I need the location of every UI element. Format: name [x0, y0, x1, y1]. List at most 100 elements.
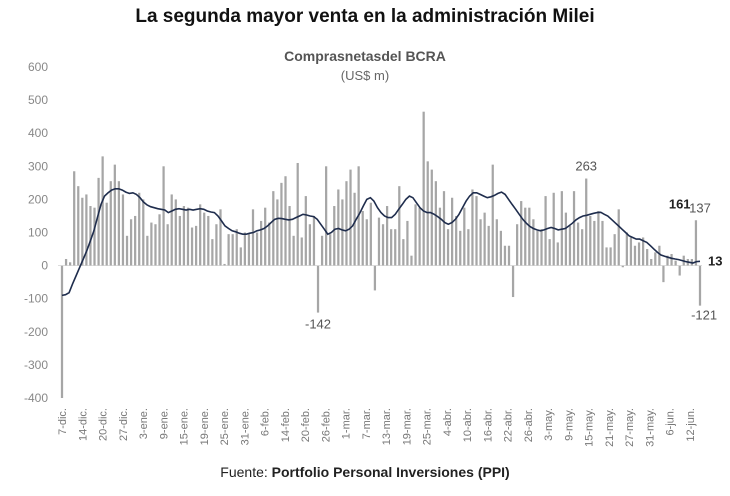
y-tick-label: 400 — [28, 126, 48, 140]
bar — [548, 239, 551, 266]
x-axis: 7-dic. 14-dic. 20-dic. 27-dic. 3-ene. 9-ene. 1… — [57, 408, 697, 447]
bar — [93, 207, 96, 266]
bar — [398, 186, 401, 266]
bar — [507, 245, 511, 266]
bar — [658, 245, 661, 266]
x-tick-label: 31-may. — [644, 408, 656, 447]
bar — [418, 207, 421, 266]
bar — [601, 220, 604, 266]
bar — [223, 263, 226, 266]
bar — [572, 191, 576, 266]
x-tick-label: 26-abr. — [523, 408, 535, 442]
x-tick-label: 10-abr. — [462, 408, 474, 442]
data-label: 13 — [708, 253, 722, 268]
bar — [280, 182, 283, 266]
bar — [434, 181, 437, 266]
bar — [341, 199, 344, 266]
x-tick-label: 19-mar. — [401, 408, 413, 445]
bar — [268, 222, 271, 266]
bar — [337, 189, 340, 266]
bar — [365, 219, 368, 266]
x-tick-label: 12-jun. — [685, 408, 697, 442]
bar — [333, 206, 336, 266]
x-tick-label: 20-feb. — [300, 408, 312, 442]
bar — [528, 207, 531, 266]
x-tick-label: 6-jun. — [665, 408, 677, 436]
y-tick-label: -400 — [24, 391, 48, 405]
data-label: -121 — [691, 308, 717, 323]
bar — [511, 265, 515, 298]
bar — [109, 181, 112, 266]
trend-line-path — [61, 188, 701, 297]
bar — [138, 192, 141, 266]
data-label: 263 — [575, 159, 597, 174]
x-tick-label: 9-may. — [563, 408, 575, 441]
bar — [516, 224, 519, 266]
x-tick-label: 21-may. — [604, 408, 616, 447]
y-tick-label: -100 — [24, 292, 48, 306]
x-tick-label: 13-mar. — [381, 408, 393, 445]
bar — [581, 229, 584, 266]
bar — [568, 225, 572, 266]
bar — [564, 212, 568, 266]
bar — [101, 156, 104, 266]
bar — [532, 219, 535, 266]
bar — [97, 177, 100, 266]
bar — [134, 215, 137, 266]
bar — [308, 224, 312, 266]
bar — [455, 215, 458, 266]
bar — [81, 197, 84, 266]
bar — [264, 207, 267, 266]
bar — [621, 265, 624, 268]
y-tick-label: 0 — [41, 259, 48, 273]
bar — [373, 265, 377, 291]
bar — [678, 265, 681, 276]
bar — [471, 189, 474, 266]
bar — [117, 181, 121, 266]
bar — [483, 212, 486, 266]
bar — [60, 265, 64, 398]
bar — [576, 222, 580, 266]
bar — [503, 245, 507, 266]
bar — [377, 217, 381, 266]
trend-line — [61, 188, 701, 297]
bar — [698, 265, 702, 306]
bar — [560, 191, 563, 266]
bar — [670, 254, 673, 266]
bar — [235, 229, 238, 266]
bar — [459, 230, 462, 266]
source-name: Portfolio Personal Inversiones (PPI) — [271, 464, 510, 480]
bar — [219, 209, 222, 266]
bar — [329, 234, 332, 266]
y-tick-label: 300 — [28, 159, 48, 173]
data-label: 161 — [669, 196, 691, 211]
bar — [186, 207, 190, 266]
bar — [414, 204, 417, 266]
bar — [694, 220, 698, 266]
bar — [585, 178, 588, 266]
bar — [194, 225, 198, 266]
bar — [142, 199, 145, 266]
x-tick-label: 6-feb. — [260, 408, 272, 436]
bar — [524, 207, 527, 266]
bar — [381, 224, 385, 266]
bar — [369, 202, 372, 266]
bar — [231, 234, 234, 266]
x-tick-label: 27-dic. — [118, 408, 130, 441]
bar — [174, 199, 177, 266]
x-tick-label: 1-mar. — [341, 408, 353, 439]
bar — [243, 232, 246, 266]
bar — [255, 232, 259, 266]
bar — [674, 260, 677, 266]
bar — [162, 166, 165, 266]
bar — [430, 169, 433, 266]
bar — [633, 245, 637, 266]
bar — [260, 220, 263, 266]
x-tick-label: 20-dic. — [98, 408, 110, 441]
bar — [426, 161, 429, 266]
y-tick-label: -300 — [24, 358, 48, 372]
bar — [64, 258, 68, 266]
x-tick-label: 16-abr. — [482, 408, 494, 442]
annotations: 263 161 -142 137 -121 13 — [305, 159, 722, 332]
x-tick-label: 25-ene. — [219, 408, 231, 445]
